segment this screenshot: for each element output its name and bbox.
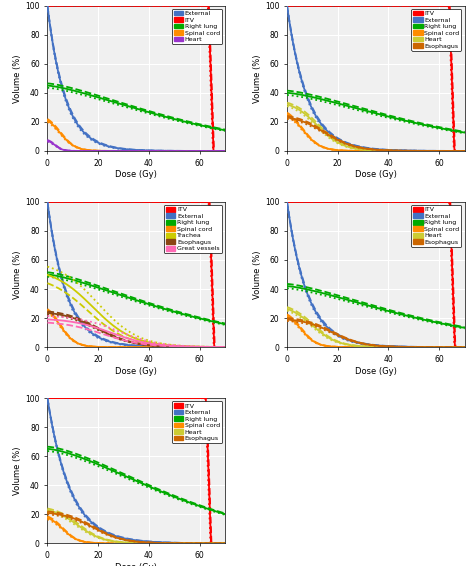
Legend: ITV, External, Right lung, Spinal cord, Trachea, Esophagus, Great vessels: ITV, External, Right lung, Spinal cord, … [164, 205, 222, 254]
Y-axis label: Volume (%): Volume (%) [13, 54, 22, 102]
X-axis label: Dose (Gy): Dose (Gy) [115, 170, 157, 179]
Legend: ITV, External, Right lung, Spinal cord, Heart, Esophagus: ITV, External, Right lung, Spinal cord, … [172, 401, 222, 443]
Legend: ITV, External, Right lung, Spinal cord, Heart, Esophagus: ITV, External, Right lung, Spinal cord, … [411, 205, 461, 247]
Y-axis label: Volume (%): Volume (%) [13, 250, 22, 299]
X-axis label: Dose (Gy): Dose (Gy) [115, 367, 157, 376]
X-axis label: Dose (Gy): Dose (Gy) [115, 563, 157, 566]
Legend: External, ITV, Right lung, Spinal cord, Heart: External, ITV, Right lung, Spinal cord, … [172, 9, 222, 44]
Y-axis label: Volume (%): Volume (%) [253, 54, 262, 102]
Text: (b): (b) [445, 10, 459, 20]
Text: (c): (c) [207, 206, 219, 216]
Legend: ITV, External, Right lung, Spinal cord, Heart, Esophagus: ITV, External, Right lung, Spinal cord, … [411, 9, 461, 50]
Text: (d): (d) [446, 206, 459, 216]
Text: (e): (e) [206, 402, 219, 413]
Text: (a): (a) [206, 10, 219, 20]
Y-axis label: Volume (%): Volume (%) [253, 250, 262, 299]
Y-axis label: Volume (%): Volume (%) [13, 447, 22, 495]
X-axis label: Dose (Gy): Dose (Gy) [355, 367, 397, 376]
X-axis label: Dose (Gy): Dose (Gy) [355, 170, 397, 179]
